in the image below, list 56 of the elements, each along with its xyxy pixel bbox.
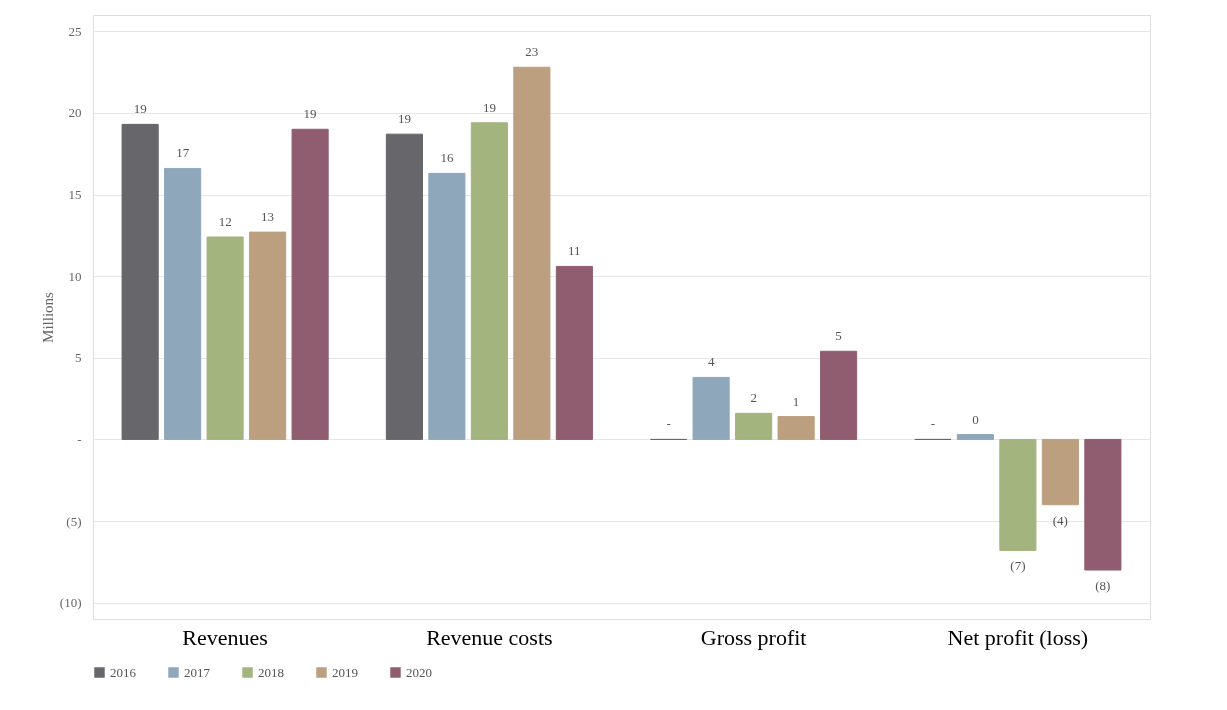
y-tick-label: (5) bbox=[66, 513, 82, 529]
y-tick-label: 5 bbox=[75, 350, 82, 366]
data-label: 19 bbox=[397, 111, 411, 127]
bar bbox=[692, 376, 730, 440]
data-label: 17 bbox=[176, 145, 190, 161]
bar bbox=[206, 236, 244, 440]
data-label: 5 bbox=[835, 328, 842, 344]
data-label: 12 bbox=[218, 214, 232, 230]
data-label: (4) bbox=[1052, 512, 1068, 528]
bar bbox=[164, 167, 202, 440]
y-tick-label: 10 bbox=[68, 268, 82, 284]
data-label: - bbox=[666, 416, 671, 432]
bar bbox=[291, 128, 329, 440]
bar bbox=[999, 438, 1037, 551]
bar bbox=[428, 172, 466, 440]
bar bbox=[121, 123, 159, 440]
data-label: 1 bbox=[792, 393, 800, 409]
bar bbox=[385, 133, 423, 440]
bar bbox=[956, 434, 994, 440]
data-label: (8) bbox=[1095, 578, 1111, 594]
data-label: 16 bbox=[440, 150, 454, 166]
y-tick-label: 20 bbox=[68, 105, 82, 121]
legend-label: 2018 bbox=[258, 664, 284, 680]
data-label: (7) bbox=[1010, 558, 1026, 574]
y-tick-label: - bbox=[77, 431, 82, 447]
data-label: 4 bbox=[707, 354, 715, 370]
y-axis-title: Millions bbox=[39, 291, 56, 343]
data-label: 13 bbox=[261, 209, 275, 225]
bar bbox=[820, 350, 858, 440]
y-tick-label: 15 bbox=[68, 187, 82, 203]
x-tick-label: Revenues bbox=[182, 624, 268, 650]
legend-label: 2017 bbox=[184, 664, 211, 680]
bar bbox=[1084, 438, 1122, 571]
x-tick-label: Gross profit bbox=[700, 624, 807, 650]
bar bbox=[555, 265, 593, 440]
x-tick-label: Net profit (loss) bbox=[947, 624, 1089, 650]
x-tick-label: Revenue costs bbox=[426, 624, 553, 650]
data-label: 19 bbox=[482, 99, 496, 115]
legend-label: 2016 bbox=[110, 664, 137, 680]
data-label: 0 bbox=[972, 411, 979, 427]
bar bbox=[513, 66, 551, 440]
bar bbox=[735, 412, 773, 440]
bar bbox=[249, 231, 287, 440]
y-tick-label: 25 bbox=[68, 23, 82, 39]
legend-label: 2020 bbox=[406, 664, 432, 680]
bar bbox=[777, 416, 815, 440]
data-label: 23 bbox=[525, 44, 539, 60]
legend-label: 2019 bbox=[332, 664, 358, 680]
data-label: 19 bbox=[133, 101, 147, 117]
data-label: 11 bbox=[568, 243, 581, 259]
bar bbox=[1041, 438, 1079, 506]
data-label: 19 bbox=[303, 106, 317, 122]
data-label: - bbox=[930, 416, 936, 432]
bar bbox=[470, 122, 508, 440]
y-tick-label: (10) bbox=[59, 595, 82, 611]
data-label: 2 bbox=[750, 390, 757, 406]
